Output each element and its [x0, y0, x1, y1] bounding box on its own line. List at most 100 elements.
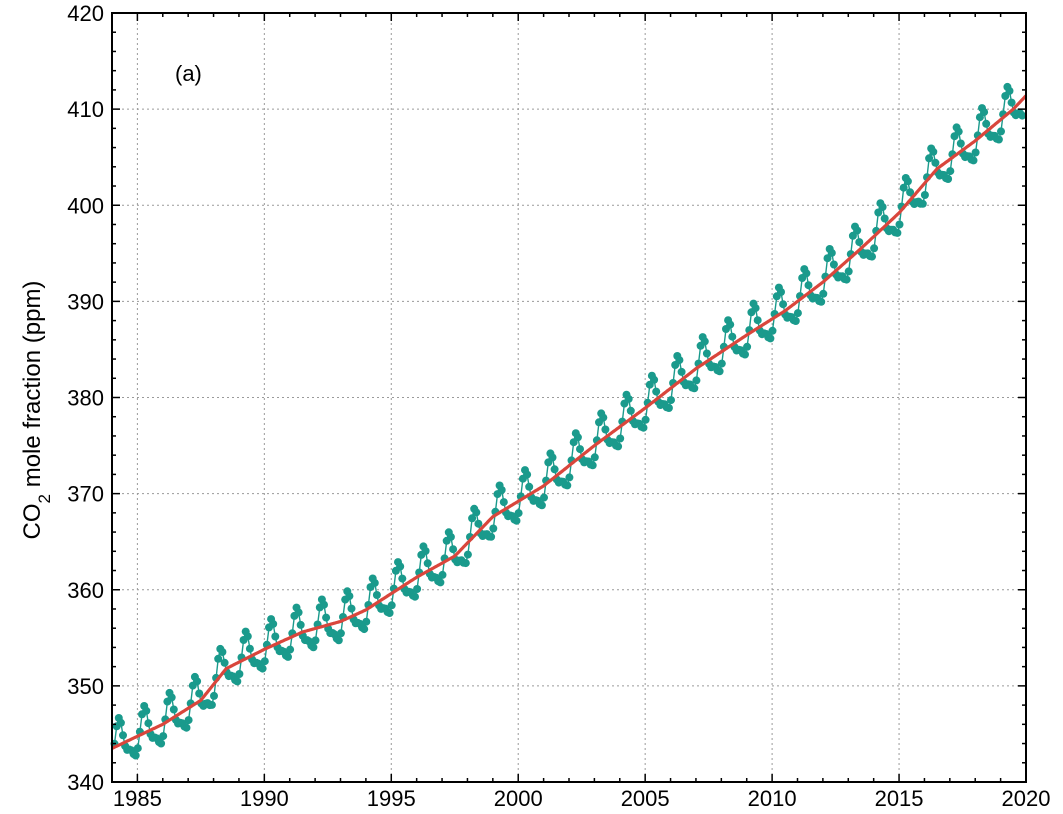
monthly-point [880, 214, 889, 223]
monthly-point [271, 632, 280, 641]
monthly-point [614, 442, 623, 451]
x-tick-label: 2005 [621, 786, 670, 811]
monthly-point [131, 751, 140, 760]
monthly-point [449, 545, 458, 554]
monthly-point [537, 501, 546, 510]
monthly-point [362, 617, 371, 626]
monthly-point [1007, 98, 1016, 107]
monthly-point [463, 550, 472, 559]
monthly-point [920, 191, 929, 199]
monthly-point [652, 387, 661, 396]
trend-line [111, 94, 1028, 750]
monthly-point [411, 592, 419, 601]
monthly-point [360, 625, 369, 634]
x-tick-labels: 1985 1990 1995 2000 2005 2010 2015 2020 [113, 786, 1051, 811]
monthly-point [461, 559, 470, 568]
monthly-point [296, 620, 305, 629]
y-tick-label: 350 [67, 674, 104, 699]
x-tick-label: 2010 [748, 786, 797, 811]
monthly-point [588, 461, 597, 470]
monthly-point [878, 203, 887, 211]
monthly-point [929, 147, 938, 156]
monthly-point [768, 326, 777, 335]
monthly-point [895, 220, 904, 229]
monthly-point [779, 300, 788, 309]
monthly-point [195, 689, 204, 698]
monthly-point [650, 375, 659, 384]
monthly-point [823, 254, 832, 263]
monthly-point [954, 127, 963, 136]
monthly-point [497, 486, 506, 494]
y-tick-label: 410 [67, 97, 104, 122]
monthly-point [489, 524, 498, 533]
monthly-point [438, 570, 447, 579]
monthly-point [159, 732, 168, 741]
y-tick-label: 360 [67, 578, 104, 603]
monthly-point [565, 473, 574, 482]
monthly-point [514, 509, 523, 518]
monthly-point [320, 600, 328, 609]
monthly-point [294, 608, 303, 617]
monthly-point [791, 317, 800, 325]
monthly-point [853, 226, 862, 235]
monthly-point [548, 453, 557, 462]
monthly-point [540, 493, 548, 502]
monthly-point [751, 304, 760, 313]
monthly-point [868, 252, 876, 261]
monthly-point [903, 177, 912, 186]
monthly-point [664, 404, 673, 412]
monthly-point [1005, 86, 1014, 95]
monthly-point [336, 629, 345, 638]
monthly-point [370, 578, 379, 587]
monthly-point [512, 516, 521, 525]
monthly-point [235, 670, 244, 678]
x-tick-label: 2015 [875, 786, 924, 811]
monthly-point [870, 244, 879, 253]
monthly-point [423, 559, 432, 568]
monthly-point [971, 148, 980, 157]
monthly-point [994, 135, 1003, 144]
x-tick-label: 1990 [240, 786, 289, 811]
monthly-point [193, 677, 202, 686]
monthly-point [573, 433, 582, 442]
y-tick-label: 340 [67, 770, 104, 795]
monthly-point [931, 158, 940, 167]
y-tick-label: 390 [67, 289, 104, 314]
monthly-point [233, 677, 242, 686]
monthly-point [944, 175, 953, 183]
monthly-point [817, 297, 826, 306]
monthly-point [284, 652, 292, 661]
monthly-point [717, 359, 726, 368]
monthly-point [576, 445, 584, 454]
monthly-point [468, 514, 477, 523]
monthly-point [286, 645, 295, 654]
monthly-point [675, 356, 684, 365]
monthly-point [446, 532, 455, 541]
monthly-point [624, 394, 633, 403]
x-tick-label: 1985 [113, 786, 162, 811]
monthly-point [487, 532, 496, 541]
trend-line-series [111, 94, 1028, 750]
monthly-point [525, 482, 534, 491]
monthly-point [893, 228, 902, 237]
monthly-point [398, 574, 407, 583]
monthly-point [396, 562, 405, 571]
monthly-point [855, 238, 864, 247]
monthly-point [918, 199, 927, 208]
monthly-point [133, 744, 142, 753]
monthly-point [616, 434, 625, 443]
monthly-point [474, 519, 483, 528]
monthly-point [743, 342, 752, 351]
y-tick-label: 420 [67, 1, 104, 26]
monthly-point [345, 592, 354, 601]
monthly-point [842, 275, 851, 284]
monthly-point [220, 658, 229, 667]
monthly-point [667, 396, 675, 405]
monthly-point [116, 718, 125, 727]
monthly-point [218, 648, 227, 656]
monthly-point [969, 156, 978, 165]
monthly-point [184, 716, 193, 725]
monthly-point [715, 367, 724, 376]
monthly-point [874, 208, 883, 217]
y-tick-label: 370 [67, 482, 104, 507]
